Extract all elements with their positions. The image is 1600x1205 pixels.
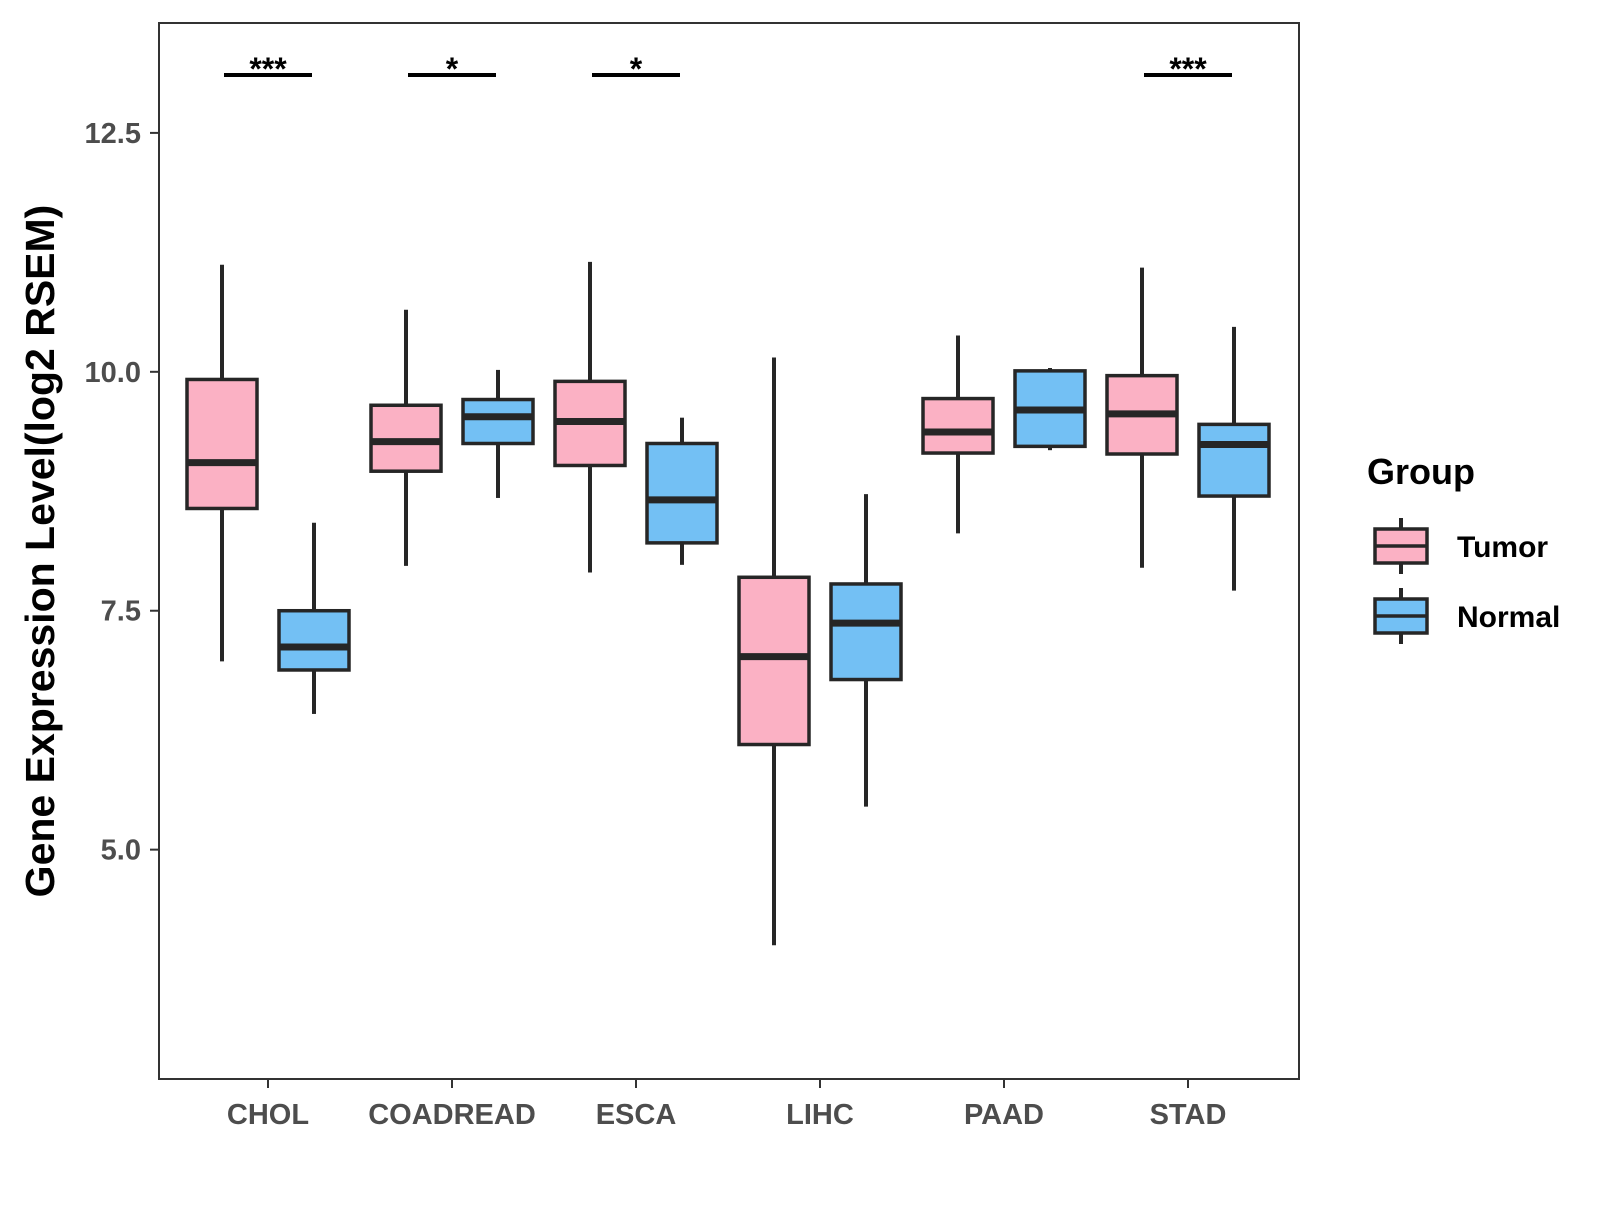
legend-title: Group [1367,451,1475,492]
iqr-box-paad-tumor [921,396,995,455]
significance-label-chol: *** [249,51,287,87]
box-coadread-normal [461,369,535,498]
y-tick-label: 10.0 [85,357,141,389]
box-coadread-tumor [369,309,443,566]
box-lihc-normal [829,494,903,807]
x-tick-label-lihc: LIHC [786,1099,854,1131]
legend-key-normal [1373,588,1429,644]
x-tick-label-paad: PAAD [964,1099,1044,1131]
y-axis-title: Gene Expression Level(log2 RSEM) [17,205,63,898]
significance-annotations: *** * * *** [224,51,1232,87]
y-tick-label: 12.5 [85,118,141,150]
box-paad-normal [1013,367,1087,451]
y-tick-label: 7.5 [101,596,141,628]
box-stad-tumor [1105,267,1179,568]
box-esca-tumor [553,261,627,573]
x-tick-label-coadread: COADREAD [368,1099,536,1131]
box-chol-normal [277,522,351,714]
significance-label-coadread: * [446,51,459,87]
box-paad-tumor [921,335,995,534]
plot-panel-border [158,22,1300,1080]
legend-label-normal: Normal [1457,601,1560,634]
iqr-box-chol-tumor [185,377,259,511]
x-tick-label-stad: STAD [1150,1099,1227,1131]
legend: Group Tumor Normal [1367,451,1560,644]
x-tick-label-esca: ESCA [596,1099,677,1131]
iqr-box-lihc-normal [829,582,903,682]
box-esca-normal [645,417,719,565]
iqr-box-esca-normal [645,441,719,545]
iqr-box-stad-normal [1197,422,1271,498]
x-axis: CHOL COADREAD ESCA LIHC PAAD STAD [227,1079,1226,1131]
legend-key-tumor [1373,518,1429,574]
y-axis: 5.0 7.5 10.0 12.5 [85,118,159,867]
y-tick-label: 5.0 [101,835,141,867]
iqr-box-coadread-normal [461,397,535,446]
iqr-box-lihc-tumor [737,575,811,747]
x-tick-label-chol: CHOL [227,1099,309,1131]
box-chol-tumor [185,264,259,662]
significance-label-stad: *** [1169,51,1207,87]
legend-label-tumor: Tumor [1457,531,1548,564]
box-stad-normal [1197,326,1271,591]
box-lihc-tumor [737,357,811,946]
iqr-box-chol-normal [277,608,351,672]
boxes-layer [185,261,1271,946]
significance-label-esca: * [630,51,643,87]
